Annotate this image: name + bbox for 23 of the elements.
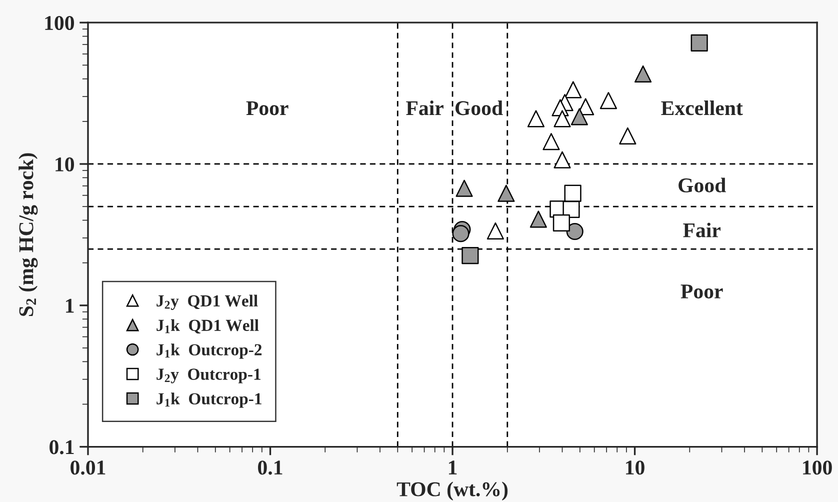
x-tick-label: 0.01 (70, 460, 106, 475)
y-axis-title: S$_{2}$ (mg HC/g rock) (18, 153, 38, 316)
legend-label: J$_{1}$k QD1 Well (156, 319, 259, 334)
y-tick-label: 1 (66, 298, 74, 313)
legend-label: J$_{1}$k Outcrop-1 (156, 392, 262, 408)
annotation: Good (455, 100, 503, 116)
legend-label: J$_{1}$k Outcrop-2 (156, 344, 262, 359)
annotation: Poor (680, 284, 723, 298)
x-tick-label: 1 (448, 460, 457, 474)
annotation: Excellent (661, 100, 743, 116)
y-tick-label: 100 (45, 16, 74, 30)
y-tick-label: 10 (56, 157, 74, 172)
x-axis-title: TOC (wt.%) (396, 482, 508, 501)
annotation: Poor (246, 101, 288, 116)
annotation: Good (678, 178, 726, 192)
x-tick-label: 100 (803, 460, 832, 475)
annotation: Fair (683, 222, 720, 238)
legend-label: J$_{2}$y QD1 Well (156, 294, 258, 310)
y-tick-label: 0.1 (50, 440, 74, 454)
annotation: Fair (406, 100, 444, 116)
legend-label: J$_{2}$y Outcrop-1 (156, 368, 260, 384)
x-tick-label: 0.1 (258, 460, 282, 475)
x-tick-label: 10 (626, 460, 644, 475)
